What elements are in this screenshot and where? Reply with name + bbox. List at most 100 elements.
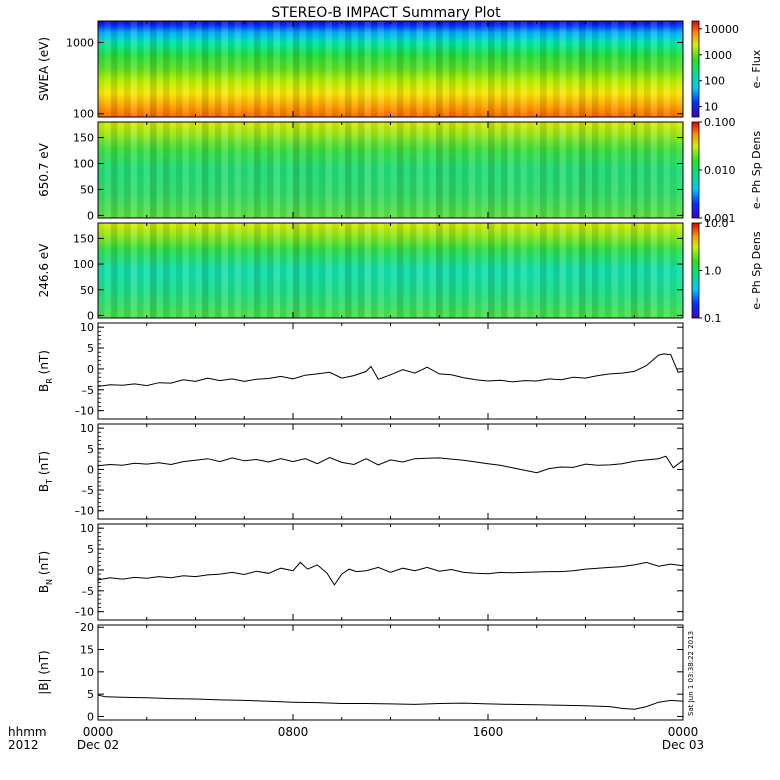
pad650-time-column xyxy=(124,122,131,218)
swea-time-column xyxy=(423,21,430,117)
swea-time-column xyxy=(241,21,248,117)
pad650-time-column xyxy=(273,122,280,218)
pad650-ytick-label: 150 xyxy=(73,132,94,145)
pad650-time-column xyxy=(592,122,599,218)
pad246-time-column xyxy=(377,223,384,318)
bt-ylabel-sub: T xyxy=(45,479,54,485)
pad246-time-column xyxy=(176,223,183,318)
pad246-time-column xyxy=(358,223,365,318)
panel-bn: –10 –5 0 5 10 BN (nT) xyxy=(37,522,684,621)
swea-time-column xyxy=(501,21,508,117)
br-series-line xyxy=(97,353,684,387)
pad246-time-column xyxy=(650,223,657,318)
swea-time-column xyxy=(234,21,241,117)
pad650-time-column xyxy=(553,122,560,218)
swea-time-column xyxy=(553,21,560,117)
pad246-ytick-label: 100 xyxy=(73,258,94,271)
bt-ytick-label: –5 xyxy=(82,484,95,497)
pad246-time-column xyxy=(553,223,560,318)
pad246-time-column xyxy=(429,223,436,318)
swea-time-column xyxy=(507,21,514,117)
pad246-time-column xyxy=(273,223,280,318)
pad650-time-column xyxy=(286,122,293,218)
pad246-time-column xyxy=(605,223,612,318)
swea-time-column xyxy=(384,21,391,117)
pad246-ytick-label: 50 xyxy=(80,284,94,297)
br-ylabel-unit: (nT) xyxy=(37,350,51,378)
swea-time-column xyxy=(117,21,124,117)
pad650-time-column xyxy=(267,122,274,218)
pad650-time-column xyxy=(403,122,410,218)
pad650-time-column xyxy=(299,122,306,218)
swea-time-column xyxy=(572,21,579,117)
pad246-time-column xyxy=(345,223,352,318)
pad650-time-column xyxy=(280,122,287,218)
pad650-time-column xyxy=(676,122,683,218)
pad650-time-column xyxy=(111,122,118,218)
swea-time-column xyxy=(481,21,488,117)
pad246-time-column xyxy=(494,223,501,318)
pad246-time-column xyxy=(403,223,410,318)
swea-time-column xyxy=(338,21,345,117)
bmag-ytick-label: 15 xyxy=(80,644,94,657)
pad650-time-column xyxy=(215,122,222,218)
swea-time-column xyxy=(390,21,397,117)
pad246-time-column xyxy=(624,223,631,318)
swea-time-column xyxy=(663,21,670,117)
swea-time-column xyxy=(137,21,144,117)
pad246-time-column xyxy=(319,223,326,318)
pad246-time-column xyxy=(546,223,553,318)
panel-br: –10 –5 0 5 10 BR (nT) xyxy=(37,321,684,420)
swea-time-column xyxy=(293,21,300,117)
pad650-time-column xyxy=(338,122,345,218)
pad246-time-column xyxy=(332,223,339,318)
swea-time-column xyxy=(286,21,293,117)
bt-ytick-label: 5 xyxy=(87,443,94,456)
pad246-time-column xyxy=(579,223,586,318)
bt-ytick-label: 10 xyxy=(80,422,94,435)
br-ytick-label: –10 xyxy=(75,405,95,418)
swea-time-column xyxy=(579,21,586,117)
swea-time-column xyxy=(273,21,280,117)
pad246-time-column xyxy=(312,223,319,318)
pad650-colorbar: 0.001 0.010 0.100 e– Ph Sp Dens xyxy=(691,116,763,225)
pad246-time-column xyxy=(644,223,651,318)
pad246-time-column xyxy=(280,223,287,318)
bmag-ylabel-main: |B| (nT) xyxy=(37,650,51,694)
pad246-time-column xyxy=(559,223,566,318)
pad246-time-column xyxy=(182,223,189,318)
pad650-time-column xyxy=(462,122,469,218)
pad650-time-column xyxy=(306,122,313,218)
pad246-colorbar-label: e– Ph Sp Dens xyxy=(750,231,763,310)
pad246-time-column xyxy=(663,223,670,318)
bmag-ytick-label: 0 xyxy=(87,710,94,723)
pad650-time-column xyxy=(143,122,150,218)
bt-ytick-label: –10 xyxy=(75,505,95,518)
swea-time-column xyxy=(611,21,618,117)
pad650-time-column xyxy=(468,122,475,218)
swea-time-column xyxy=(182,21,189,117)
br-ytick-label: –5 xyxy=(82,384,95,397)
pad246-time-column xyxy=(670,223,677,318)
swea-time-column xyxy=(631,21,638,117)
pad650-time-column xyxy=(423,122,430,218)
pad246-time-column xyxy=(397,223,404,318)
pad650-ytick-label: 50 xyxy=(80,183,94,196)
pad650-time-column xyxy=(475,122,482,218)
pad650-time-column xyxy=(156,122,163,218)
swea-ylabel: SWEA (eV) xyxy=(37,37,51,101)
pad650-time-column xyxy=(377,122,384,218)
pad650-time-column xyxy=(208,122,215,218)
br-ytick-label: 0 xyxy=(87,363,94,376)
pad246-time-column xyxy=(637,223,644,318)
pad650-time-column xyxy=(624,122,631,218)
pad650-time-column xyxy=(397,122,404,218)
pad246-time-column xyxy=(631,223,638,318)
pad650-time-column xyxy=(546,122,553,218)
br-frame xyxy=(97,322,684,420)
pad650-time-column xyxy=(657,122,664,218)
pad650-time-column xyxy=(247,122,254,218)
pad650-time-column xyxy=(332,122,339,218)
pad650-time-column xyxy=(514,122,521,218)
swea-colorbar: 10 100 1000 10000 e– Flux xyxy=(691,20,763,118)
